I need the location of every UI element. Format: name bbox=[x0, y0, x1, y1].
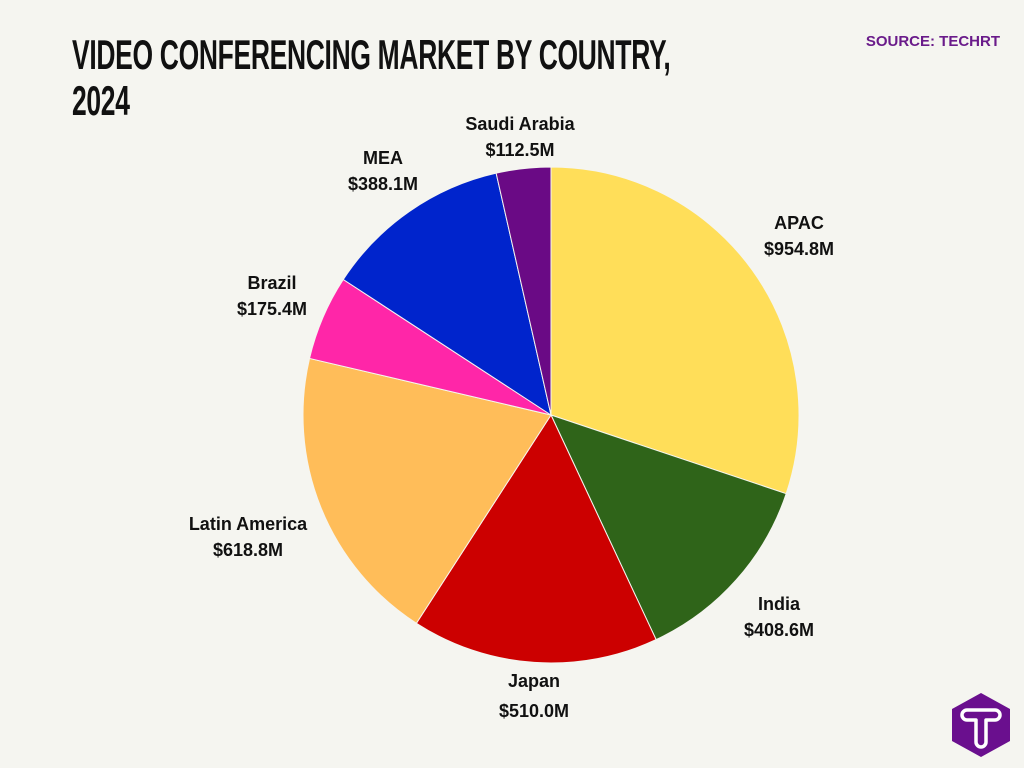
pie-slice-saudi-arabia bbox=[495, 166, 552, 416]
slice-label-saudi-arabia: Saudi Arabia $112.5M bbox=[465, 114, 575, 160]
chart-title-line2: 2024 bbox=[72, 77, 130, 124]
pie-slice-mea bbox=[342, 172, 552, 417]
pie-slice-apac bbox=[550, 166, 800, 495]
chart-title-line1: VIDEO CONFERENCING MARKET BY COUNTRY, bbox=[72, 31, 671, 78]
techrt-logo-icon bbox=[952, 693, 1010, 757]
pie-slice-japan bbox=[415, 413, 657, 664]
source-label: SOURCE: TECHRT bbox=[865, 33, 1000, 50]
pie-slice-latin-america bbox=[302, 357, 552, 624]
slice-label-mea: MEA $388.1M bbox=[347, 148, 419, 194]
slice-label-japan: Japan $510.0M bbox=[498, 671, 570, 721]
chart-title: VIDEO CONFERENCING MARKET BY COUNTRY, 20… bbox=[72, 31, 671, 124]
slice-label-latin-america: Latin America $618.8M bbox=[188, 514, 308, 560]
pie-slice-india bbox=[550, 414, 787, 641]
slice-label-apac: APAC $954.8M bbox=[763, 213, 835, 259]
slice-label-brazil: Brazil $175.4M bbox=[236, 273, 308, 319]
slice-label-india: India $408.6M bbox=[743, 594, 815, 640]
